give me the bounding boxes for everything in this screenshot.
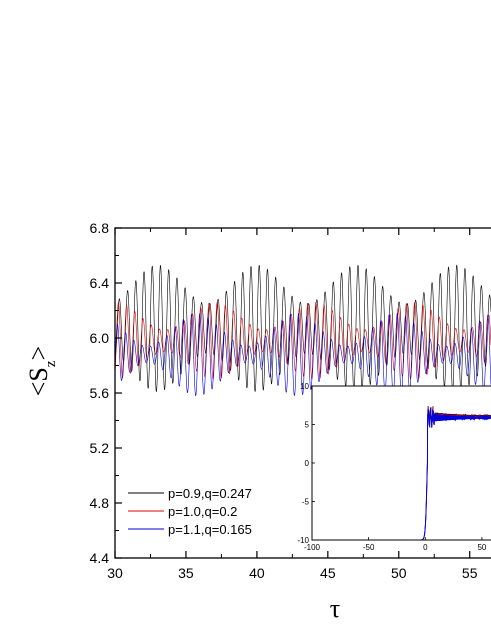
y-tick-label: 5.2 bbox=[90, 440, 110, 456]
inset-y-tick-label: 5 bbox=[305, 421, 310, 430]
main-series-group bbox=[114, 264, 491, 397]
inset-y-tick-label: -5 bbox=[302, 498, 310, 507]
y-axis-label-end: > bbox=[24, 346, 53, 361]
main-axis-ticks: 30 35 40 45 50 554.44.85.25.66.06.46.8 bbox=[90, 220, 478, 581]
inset-x-tick-label: 0 bbox=[423, 543, 428, 552]
inset-background bbox=[312, 386, 491, 540]
inset-x-tick-label: -50 bbox=[363, 543, 375, 552]
y-tick-label: 5.6 bbox=[90, 385, 110, 401]
series-line-2 bbox=[114, 301, 491, 380]
x-tick-label: 50 bbox=[391, 565, 407, 581]
y-tick-label: 6.4 bbox=[90, 275, 110, 291]
x-tick-label: 30 bbox=[107, 565, 123, 581]
inset-y-tick-label: 10 bbox=[300, 382, 309, 391]
inset-y-tick-label: -10 bbox=[297, 536, 309, 545]
x-tick-label: 40 bbox=[249, 565, 265, 581]
legend: p=0.9,q=0.247 p=1.0,q=0.2 p=1.1,q=0.165 bbox=[128, 486, 252, 537]
y-tick-label: 6.0 bbox=[90, 330, 110, 346]
x-tick-label: 45 bbox=[320, 565, 336, 581]
inset-y-tick-label: 0 bbox=[305, 459, 310, 468]
y-tick-label: 4.8 bbox=[90, 495, 110, 511]
y-axis-label: <Sz> bbox=[24, 346, 59, 396]
legend-label-1: p=0.9,q=0.247 bbox=[168, 486, 252, 501]
inset-x-tick-label: 50 bbox=[477, 543, 486, 552]
y-tick-label: 4.4 bbox=[90, 550, 110, 566]
y-axis-label-main: <S bbox=[24, 367, 53, 396]
legend-label-2: p=1.0,q=0.2 bbox=[168, 504, 237, 519]
x-tick-label: 55 bbox=[462, 565, 478, 581]
main-chart: 30 35 40 45 50 554.44.85.25.66.06.46.8 bbox=[90, 220, 491, 581]
y-axis-label-subscript: z bbox=[43, 360, 59, 367]
inset-x-tick-label: -100 bbox=[304, 543, 321, 552]
x-tick-label: 35 bbox=[178, 565, 194, 581]
x-axis-label: τ bbox=[330, 594, 340, 623]
legend-label-3: p=1.1,q=0.165 bbox=[168, 522, 252, 537]
series-line-1 bbox=[114, 264, 491, 393]
series-line-3 bbox=[114, 312, 491, 397]
y-tick-label: 6.8 bbox=[90, 220, 110, 236]
